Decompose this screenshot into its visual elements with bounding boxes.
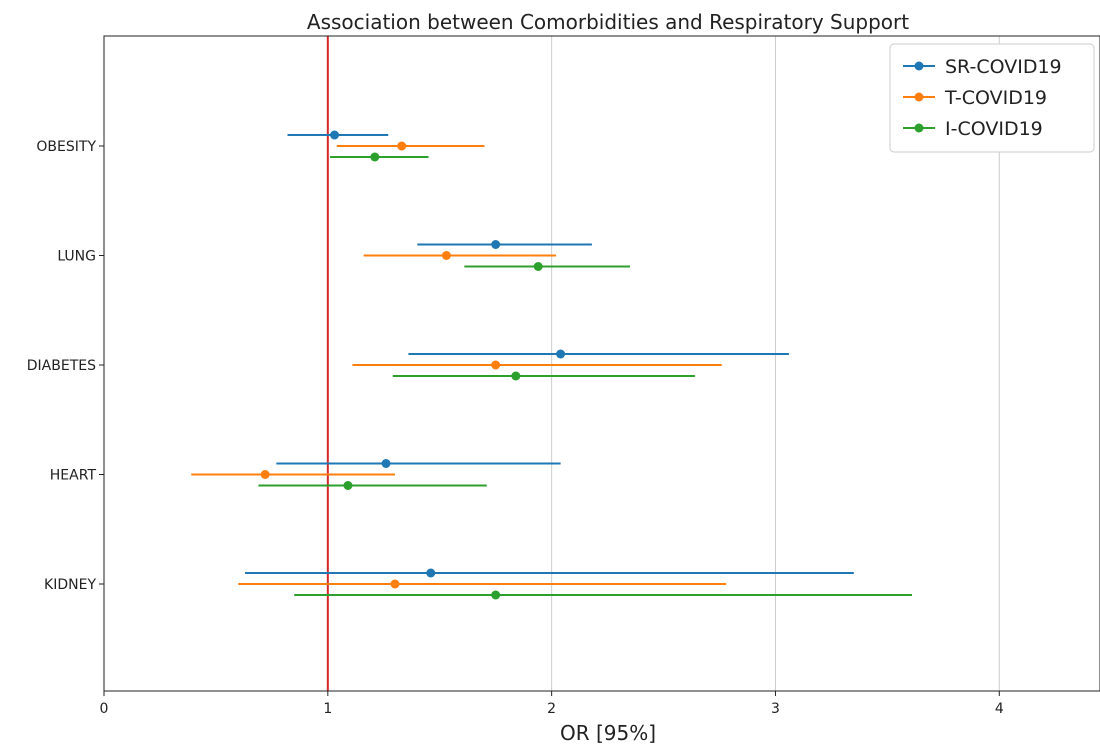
x-tick-label: 0 [100,701,109,717]
x-tick-label: 2 [547,701,556,717]
series-sr-covid19 [245,130,854,578]
odds-ratio-point [556,349,566,359]
y-category-label: HEART [50,468,97,484]
y-category-label: KIDNEY [44,577,96,593]
series-t-covid19 [191,141,727,589]
legend: SR-COVID19 T-COVID19 I-COVID19 [889,43,1095,153]
odds-ratio-point [390,579,400,589]
odds-ratio-point [330,130,340,140]
odds-ratio-point [491,590,501,600]
x-tick-label: 3 [771,701,780,717]
y-category-label: LUNG [57,249,96,265]
plot-area-frame [103,35,1100,692]
legend-box [889,43,1095,153]
odds-ratio-point [370,152,380,162]
legend-item-label: SR-COVID19 [945,56,1062,78]
x-tick-label: 1 [323,701,332,717]
legend-marker [914,61,924,71]
legend-item-label: I-COVID19 [945,118,1043,140]
legend-item-label: T-COVID19 [944,87,1047,109]
odds-ratio-point [511,371,521,381]
odds-ratio-point [441,251,451,260]
series-i-covid19 [258,152,912,600]
y-axis: OBESITY LUNG DIABETES HEART KIDNEY [27,139,104,593]
odds-ratio-point [491,360,501,370]
legend-marker [914,123,924,133]
series-group [191,130,912,600]
odds-ratio-point [426,568,436,578]
odds-ratio-point [397,141,407,151]
odds-ratio-point [343,481,353,490]
y-category-label: OBESITY [36,139,96,155]
x-tick-label: 4 [995,701,1004,717]
odds-ratio-point [533,262,543,271]
odds-ratio-point [260,470,270,479]
odds-ratio-point [381,459,391,468]
x-axis: 0 1 2 3 4 [100,691,1004,717]
legend-marker [914,92,924,102]
y-category-label: DIABETES [27,358,96,374]
x-axis-label: OR [95%] [560,721,656,744]
odds-ratio-point [491,240,501,249]
chart-title: Association between Comorbidities and Re… [307,10,909,34]
